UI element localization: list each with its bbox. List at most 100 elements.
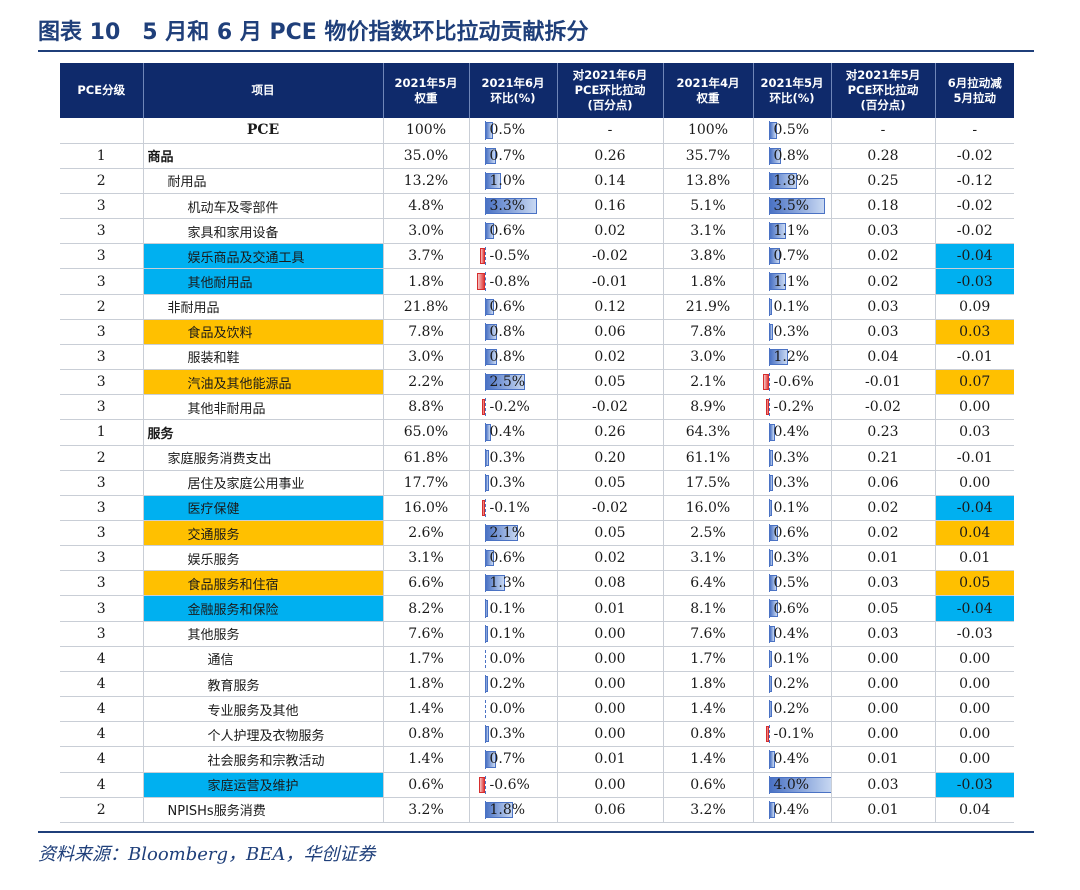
cell-item: 服装和鞋 — [142, 344, 383, 371]
cell-contrib-may: 0.21 — [830, 445, 935, 471]
cell-contrib-diff: -0.01 — [934, 445, 1014, 471]
cell-contrib-may: 0.03 — [830, 570, 935, 597]
cell-contrib-may: 0.02 — [830, 495, 935, 522]
data-bar-positive — [768, 122, 777, 139]
bar-value-label: 1.8% — [489, 801, 526, 818]
data-bar-negative — [481, 399, 485, 416]
cell-contrib-diff: 0.05 — [934, 570, 1014, 597]
cell-item: 其他非耐用品 — [142, 394, 383, 421]
cell-contrib-diff: -0.04 — [934, 495, 1014, 522]
cell-contrib-may: 0.01 — [830, 545, 935, 572]
cell-pce-level: 3 — [60, 394, 143, 421]
cell-weight-april: 1.8% — [662, 671, 753, 698]
cell-mom-may: 0.4% — [752, 746, 831, 773]
cell-item: 教育服务 — [142, 671, 383, 698]
data-bar-positive — [768, 323, 774, 340]
cell-item: 家具和家用设备 — [142, 218, 383, 245]
cell-weight-may: 2.2% — [382, 369, 469, 396]
cell-weight-april: 35.7% — [662, 143, 753, 169]
cell-mom-june: -0.5% — [468, 243, 557, 270]
cell-mom-may: 1.1% — [752, 268, 831, 295]
cell-mom-may: 0.1% — [752, 495, 831, 522]
cell-mom-june: 3.3% — [468, 193, 557, 220]
data-bar-positive — [484, 223, 495, 240]
bar-value-label: 4.0% — [773, 776, 810, 793]
cell-mom-june: -0.1% — [468, 495, 557, 522]
bar-value-label: 0.0% — [489, 650, 526, 667]
cell-weight-may: 61.8% — [382, 445, 469, 471]
cell-pce-level: 3 — [60, 495, 143, 522]
cell-weight-may: 7.8% — [382, 319, 469, 345]
table-row: 3 食品服务和住宿 6.6% 1.3% 0.08 6.4% 0.5% 0.03 0.05 — [60, 570, 1014, 597]
bar-zero-line — [484, 775, 486, 794]
cell-weight-may: 8.8% — [382, 394, 469, 421]
bar-value-label: 0.7% — [489, 751, 526, 768]
cell-mom-june: 0.6% — [468, 545, 557, 572]
data-bar-positive — [768, 525, 779, 542]
cell-contrib-may: 0.25 — [830, 168, 935, 194]
data-bar-positive — [484, 575, 506, 592]
cell-item: NPISHs服务消费 — [142, 797, 383, 823]
cell-item: 个人护理及衣物服务 — [142, 721, 383, 748]
cell-mom-may: 0.8% — [752, 143, 831, 169]
data-bar-positive — [484, 197, 538, 215]
table-row: 2 NPISHs服务消费 3.2% 1.8% 0.06 3.2% 0.4% 0.01 0.04 — [60, 797, 1014, 823]
cell-weight-april: 21.9% — [662, 294, 753, 320]
cell-weight-may: 1.8% — [382, 671, 469, 698]
bar-zero-line — [768, 725, 770, 744]
cell-pce-level: 3 — [60, 570, 143, 597]
cell-contrib-june: 0.01 — [556, 595, 663, 622]
cell-contrib-june: 0.05 — [556, 520, 663, 547]
cell-contrib-may: 0.02 — [830, 268, 935, 295]
cell-weight-may: 8.2% — [382, 595, 469, 622]
figure-title: 图表 10 5 月和 6 月 PCE 物价指数环比拉动贡献拆分 — [38, 20, 589, 45]
bar-value-label: 0.5% — [489, 122, 526, 139]
cell-pce-level: 4 — [60, 671, 143, 698]
cell-weight-may: 0.8% — [382, 721, 469, 748]
cell-contrib-may: 0.00 — [830, 721, 935, 748]
cell-contrib-may: 0.03 — [830, 621, 935, 647]
bar-value-label: 0.2% — [489, 676, 526, 693]
cell-contrib-june: 0.05 — [556, 470, 663, 496]
cell-weight-may: 35.0% — [382, 143, 469, 169]
bar-value-label: 0.8% — [489, 323, 526, 340]
cell-mom-june: 2.1% — [468, 520, 557, 547]
cell-mom-june: 1.8% — [468, 797, 557, 823]
data-bar-positive — [768, 776, 831, 793]
cell-weight-april: 3.0% — [662, 344, 753, 371]
cell-mom-may: 0.7% — [752, 243, 831, 270]
cell-weight-april: 1.4% — [662, 746, 753, 773]
cell-contrib-june: -0.01 — [556, 268, 663, 295]
cell-contrib-diff: 0.00 — [934, 746, 1014, 773]
cell-weight-april: 2.1% — [662, 369, 753, 396]
cell-item: 金融服务和保险 — [142, 595, 383, 622]
table-row: 4 社会服务和宗教活动 1.4% 0.7% 0.01 1.4% 0.4% 0.01 0.00 — [60, 746, 1014, 773]
title-rule — [38, 50, 1034, 52]
table-row: 3 其他非耐用品 8.8% -0.2% -0.02 8.9% -0.2% -0.02 0.00 — [60, 394, 1014, 421]
bar-value-label: 0.5% — [773, 122, 810, 139]
cell-mom-may: 1.1% — [752, 218, 831, 245]
cell-contrib-june: 0.06 — [556, 797, 663, 823]
table-row: 3 服装和鞋 3.0% 0.8% 0.02 3.0% 1.2% 0.04 -0.01 — [60, 344, 1014, 371]
cell-item: 社会服务和宗教活动 — [142, 746, 383, 773]
cell-item: 食品服务和住宿 — [142, 570, 383, 597]
cell-weight-may: 0.6% — [382, 772, 469, 798]
cell-mom-june: 0.3% — [468, 445, 557, 471]
cell-pce-level: 3 — [60, 621, 143, 647]
cell-mom-june: 0.5% — [468, 118, 557, 144]
data-bar-positive — [484, 298, 495, 315]
cell-contrib-diff: 0.00 — [934, 671, 1014, 698]
cell-contrib-diff: -0.03 — [934, 621, 1014, 647]
table-header-row: PCE分级 项目 2021年5月 权重 2021年6月 环比(%) 对2021年6月 P… — [60, 63, 1014, 118]
cell-mom-june: 0.7% — [468, 143, 557, 169]
cell-contrib-june: -0.02 — [556, 243, 663, 270]
cell-item: 专业服务及其他 — [142, 696, 383, 723]
bar-value-label: 0.6% — [773, 600, 810, 617]
cell-pce-level: 1 — [60, 143, 143, 169]
cell-contrib-diff: 0.00 — [934, 721, 1014, 748]
data-bar-positive — [484, 449, 490, 466]
cell-weight-may: 21.8% — [382, 294, 469, 320]
header-col-8: 6月拉动减 5月拉动 — [934, 63, 1014, 118]
bar-value-label: 0.4% — [489, 424, 526, 441]
data-bar-positive — [484, 147, 496, 164]
